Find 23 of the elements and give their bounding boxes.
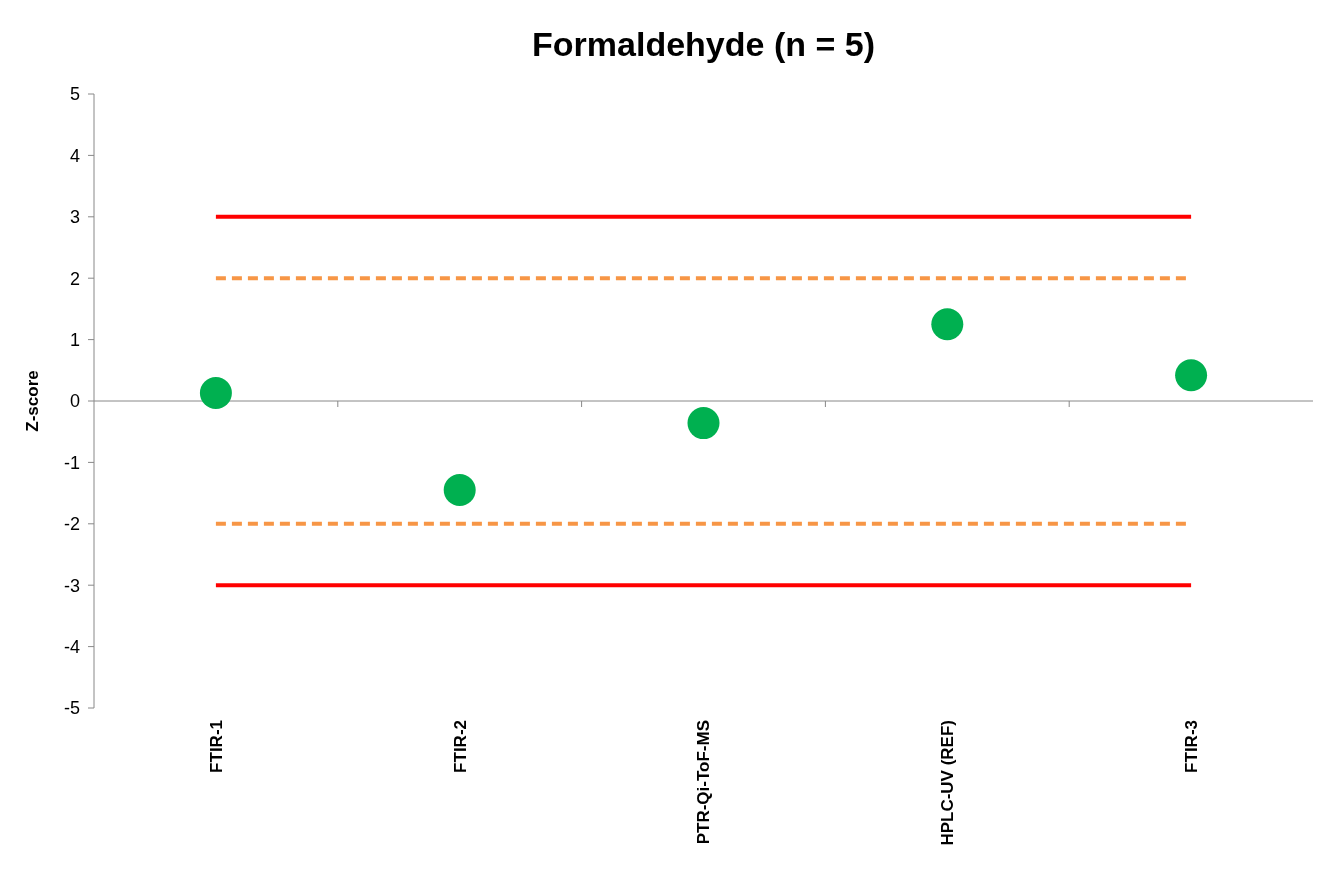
y-tick-label: 3	[69, 207, 80, 228]
point	[931, 308, 964, 341]
y-tick-label: -1	[63, 452, 80, 473]
y-tick-label: 4	[69, 145, 80, 166]
chart-title: Formaldehyde (n = 5)	[532, 25, 875, 63]
y-tick-label: 0	[69, 391, 80, 412]
y-tick-label: 5	[69, 84, 80, 105]
y-tick-label: -4	[63, 636, 80, 657]
y-tick-label: -2	[63, 514, 80, 535]
point	[199, 377, 232, 410]
y-axis-title: Z-score	[23, 370, 42, 432]
point	[443, 474, 476, 507]
y-tick-label: -3	[63, 575, 80, 596]
y-tick-label: -5	[63, 698, 80, 719]
x-tick-label: FTIR-1	[206, 720, 226, 773]
x-tick-label: PTR-Qi-ToF-MS	[694, 720, 714, 845]
x-tick-label: FTIR-2	[450, 720, 470, 773]
x-tick-label: FTIR-3	[1182, 720, 1202, 773]
point	[1175, 359, 1208, 392]
x-tick-label: HPLC-UV (REF)	[938, 720, 958, 846]
y-tick-label: 2	[69, 268, 80, 289]
y-tick-label: 1	[69, 329, 80, 350]
point	[687, 407, 720, 440]
